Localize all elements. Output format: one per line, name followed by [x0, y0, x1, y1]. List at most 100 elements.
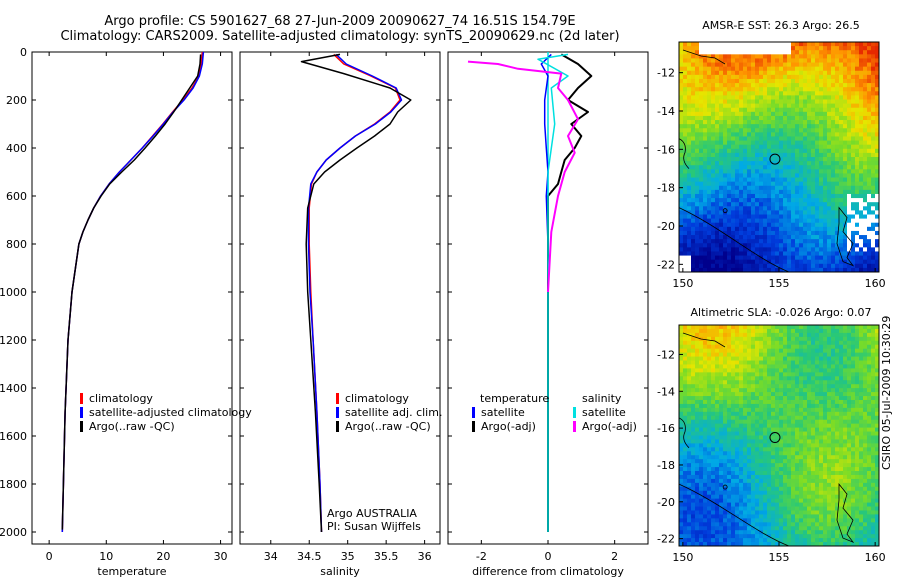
map-cell: [859, 206, 864, 211]
map-cell: [719, 467, 724, 472]
map-cell: [823, 259, 828, 265]
map-cell: [787, 136, 792, 141]
map-cell: [747, 447, 752, 452]
map-cell: [795, 356, 800, 361]
map-cell: [763, 185, 768, 191]
map-cell: [679, 526, 684, 531]
map-cell: [687, 202, 692, 207]
map-cell: [751, 463, 756, 468]
map-cell: [775, 251, 780, 256]
map-cell: [711, 173, 716, 178]
map-cell: [735, 435, 740, 440]
map-cell: [703, 510, 708, 515]
map-cell: [803, 91, 808, 96]
map-cell: [859, 144, 864, 150]
map-cell: [699, 157, 704, 162]
map-cell: [763, 54, 768, 59]
map-cell: [847, 111, 852, 117]
map-cell: [811, 415, 816, 421]
map-cell: [727, 486, 732, 492]
map-cell: [807, 431, 812, 436]
map-cell: [871, 148, 876, 154]
map-cell: [815, 474, 820, 480]
map-cell: [759, 87, 764, 92]
map-cell: [875, 91, 880, 96]
map-cell: [835, 99, 840, 105]
map-cell: [723, 169, 728, 174]
map-cell: [695, 230, 700, 236]
map-cell: [743, 111, 748, 117]
map-cell: [723, 435, 728, 440]
map-cell: [715, 467, 720, 472]
map-cell: [771, 455, 776, 460]
map-cell: [683, 185, 688, 191]
map-cell: [739, 431, 744, 436]
map-cell: [699, 384, 704, 389]
map-cell: [779, 210, 784, 215]
map-cell: [775, 415, 780, 421]
map-cell: [759, 522, 764, 527]
map-cell: [691, 325, 696, 330]
map-ytick-label: -14: [657, 105, 675, 118]
map-cell: [863, 235, 868, 240]
map-cell: [843, 230, 848, 236]
map-cell: [767, 407, 772, 413]
map-cell: [779, 538, 784, 543]
map-cell: [795, 407, 800, 413]
map-cell: [767, 467, 772, 472]
map-cell: [747, 336, 752, 342]
map-cell: [747, 368, 752, 373]
map-cell: [835, 95, 840, 100]
map-cell: [723, 185, 728, 191]
map-cell: [719, 251, 724, 256]
map-cell: [723, 148, 728, 154]
map-cell: [759, 259, 764, 265]
map-cell: [751, 530, 756, 535]
map-cell: [795, 455, 800, 460]
map-cell: [811, 471, 816, 476]
map-cell: [755, 226, 760, 232]
map-cell: [763, 360, 768, 365]
map-cell: [739, 498, 744, 503]
map-cell: [739, 124, 744, 129]
map-cell: [695, 399, 700, 405]
map-cell: [871, 198, 876, 203]
map-cell: [743, 173, 748, 178]
map-cell: [779, 259, 784, 265]
map-cell: [691, 463, 696, 468]
map-cell: [743, 522, 748, 527]
map-cell: [755, 263, 760, 269]
map-cell: [695, 267, 700, 273]
map-cell: [803, 87, 808, 92]
map-cell: [723, 471, 728, 476]
map-cell: [819, 152, 824, 158]
map-cell: [807, 267, 812, 273]
map-cell: [851, 185, 856, 191]
map-cell: [811, 352, 816, 357]
map-cell: [823, 91, 828, 96]
map-cell: [719, 514, 724, 519]
map-cell: [683, 459, 688, 464]
map-cell: [683, 255, 688, 261]
map-cell: [839, 132, 844, 137]
map-cell: [703, 486, 708, 492]
map-cell: [735, 193, 740, 199]
map-cell: [751, 185, 756, 191]
map-cell: [699, 181, 704, 187]
map-cell: [735, 120, 740, 125]
map-cell: [711, 111, 716, 117]
map-cell: [871, 62, 876, 68]
map-cell: [799, 478, 804, 484]
map-cell: [851, 222, 856, 228]
temperature-xlabel: temperature: [97, 565, 166, 578]
map-cell: [739, 230, 744, 236]
map-cell: [771, 148, 776, 154]
map-cell: [851, 206, 856, 211]
map-cell: [699, 54, 704, 59]
map-cell: [703, 482, 708, 488]
map-cell: [759, 144, 764, 150]
map-cell: [703, 368, 708, 373]
map-cell: [775, 128, 780, 133]
map-cell: [803, 136, 808, 141]
map-cell: [699, 42, 704, 47]
